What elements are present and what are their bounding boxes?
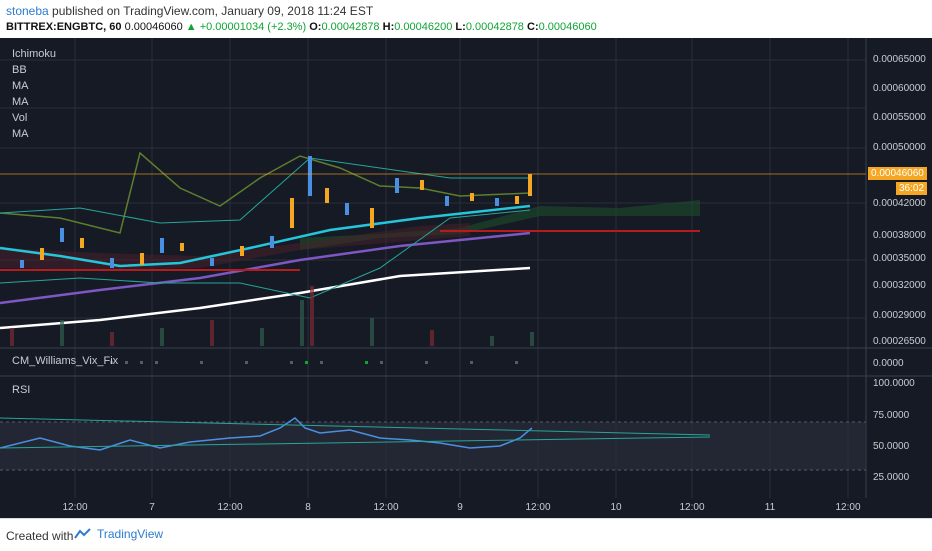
price-tick: 0.00029000 (873, 310, 926, 321)
vix-series (110, 361, 518, 364)
footer: Created with TradingView (0, 518, 932, 551)
chart-canvas (0, 38, 932, 498)
price-change: ▲ +0.00001034 (+2.3%) (185, 21, 307, 33)
time-tick: 12:00 (835, 502, 861, 513)
indicator-label[interactable]: BB (12, 64, 27, 76)
rsi-tick: 50.0000 (873, 441, 910, 452)
chart-header: stoneba published on TradingView.com, Ja… (0, 0, 932, 38)
close-value: 0.00046060 (538, 21, 597, 33)
chart-area[interactable]: Ichimoku BB MA MA Vol MA 0.00065000 0.00… (0, 38, 932, 518)
symbol-line: BITTREX:ENGBTC, 60 0.00046060 ▲ +0.00001… (6, 21, 597, 33)
time-tick: 12:00 (373, 502, 399, 513)
author-link[interactable]: stoneba (6, 4, 49, 18)
time-tick: 11 (764, 502, 776, 513)
ichimoku-cloud-red (0, 223, 470, 270)
high-value: 0.00046200 (394, 21, 453, 33)
publish-line: stoneba published on TradingView.com, Ja… (6, 4, 373, 18)
publish-text: published on TradingView.com, January 09… (52, 4, 374, 18)
price-tick: 0.00050000 (873, 142, 926, 153)
price-tick: 0.00026500 (873, 336, 926, 347)
candles (20, 156, 532, 268)
tradingview-brand: TradingView (97, 527, 164, 541)
tradingview-logo-icon (74, 528, 91, 539)
last-price-tag: 0.00046060 (868, 167, 927, 180)
price-tick: 0.00035000 (873, 253, 926, 264)
time-tick: 8 (305, 502, 311, 513)
open-label: O: (309, 21, 322, 33)
low-label: L: (455, 21, 466, 33)
time-tick: 9 (457, 502, 463, 513)
time-tick: 12:00 (62, 502, 88, 513)
rsi-trendline (0, 436, 711, 449)
price-tick: 0.00038000 (873, 230, 926, 241)
low-value: 0.00042878 (465, 21, 524, 33)
lagging-span (0, 151, 531, 234)
indicator-label[interactable]: MA (12, 128, 29, 140)
close-label: C: (527, 21, 539, 33)
rsi-label[interactable]: RSI (12, 384, 31, 396)
rsi-tick: 75.0000 (873, 410, 910, 421)
ma-cyan (0, 204, 531, 268)
bb-upper (0, 157, 530, 224)
time-tick: 7 (149, 502, 155, 513)
symbol-name: BITTREX:ENGBTC, 60 (6, 21, 122, 33)
open-value: 0.00042878 (321, 21, 380, 33)
ma-white (0, 266, 531, 330)
high-label: H: (382, 21, 395, 33)
rsi-trendline (0, 417, 711, 436)
price-tick: 0.00055000 (873, 112, 926, 123)
ichimoku-cloud (300, 200, 700, 250)
vix-label[interactable]: CM_Williams_Vix_Fix (12, 355, 119, 367)
rsi-tick: 100.0000 (873, 378, 915, 389)
current-price: 0.00046060 (124, 21, 183, 33)
price-tick: 0.00065000 (873, 54, 926, 65)
price-tick: 0.00032000 (873, 280, 926, 291)
created-with-text: Created with (6, 529, 74, 543)
volume-bars (10, 286, 534, 346)
indicator-label[interactable]: Ichimoku (12, 48, 57, 60)
time-tick: 12:00 (679, 502, 705, 513)
indicator-label[interactable]: MA (12, 80, 29, 92)
tradingview-link[interactable]: TradingView (74, 527, 163, 541)
indicator-label[interactable]: Vol (12, 112, 28, 124)
price-tick: 0.00042000 (873, 198, 926, 209)
time-tick: 10 (610, 502, 622, 513)
rsi-tick: 25.0000 (873, 472, 910, 483)
price-tick: 0.00060000 (873, 83, 926, 94)
indicator-label[interactable]: MA (12, 96, 29, 108)
countdown-tag: 36:02 (896, 182, 928, 195)
bb-lower (0, 209, 531, 299)
time-tick: 12:00 (217, 502, 243, 513)
time-tick: 12:00 (525, 502, 551, 513)
vix-value: 0.0000 (873, 358, 904, 369)
